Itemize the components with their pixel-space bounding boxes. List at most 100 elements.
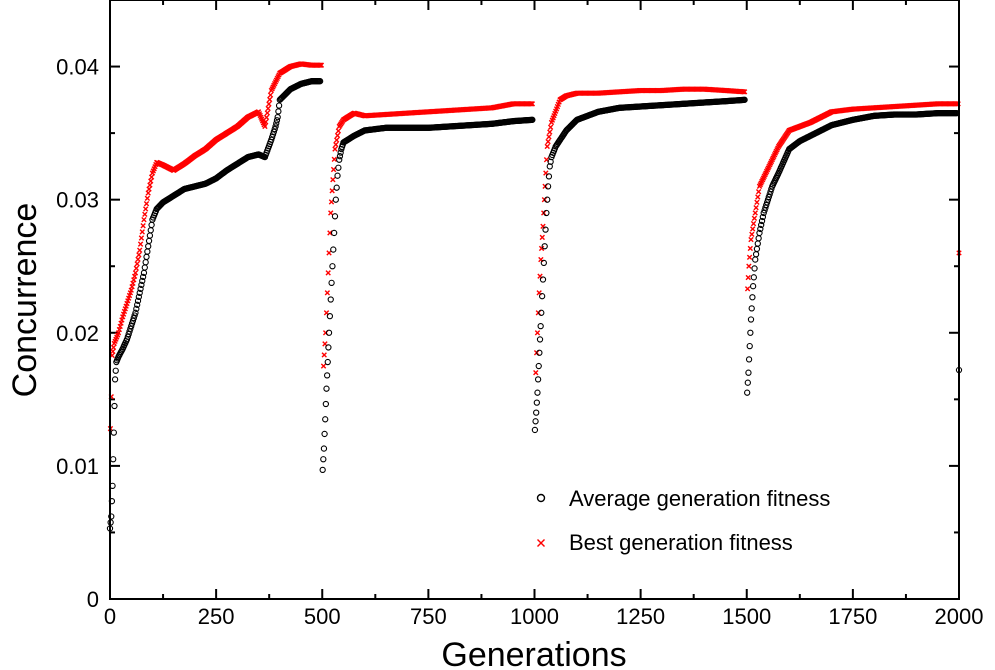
average-point <box>762 204 769 211</box>
legend-x-marker <box>537 539 545 547</box>
best-point <box>751 215 758 221</box>
average-point <box>322 400 330 408</box>
average-point <box>333 184 340 191</box>
best-point <box>320 363 327 369</box>
average-point <box>759 213 767 221</box>
best-point <box>331 156 337 162</box>
best-point <box>333 141 339 148</box>
best-point <box>266 101 272 107</box>
average-point <box>111 402 118 410</box>
average-point <box>336 153 344 160</box>
best-point <box>754 199 760 206</box>
average-point <box>766 191 773 198</box>
best-point <box>755 188 762 195</box>
x-tick-label: 0 <box>104 604 116 629</box>
x-tick-label: 1750 <box>828 604 877 629</box>
x-tick-label: 1000 <box>510 604 559 629</box>
average-point <box>327 296 334 303</box>
x-tick-label: 1500 <box>722 604 771 629</box>
best-point <box>325 270 331 276</box>
average-point <box>761 207 768 214</box>
best-point <box>746 254 753 261</box>
best-point <box>262 123 268 130</box>
legend: Average generation fitness Best generati… <box>536 486 830 555</box>
average-point <box>128 322 135 330</box>
average-point <box>145 237 153 245</box>
average-point <box>134 297 142 304</box>
best-point <box>544 143 550 150</box>
best-point <box>533 370 539 376</box>
ticks-layer <box>109 0 960 600</box>
average-point <box>111 376 119 383</box>
x-axis-title: Generations <box>441 636 626 670</box>
best-point <box>146 186 152 192</box>
average-point <box>129 317 137 324</box>
average-point <box>326 312 334 320</box>
best-point <box>138 235 145 241</box>
best-point <box>538 245 545 252</box>
average-point <box>751 265 758 272</box>
average-point <box>336 156 343 163</box>
best-point <box>110 344 117 351</box>
average-point <box>754 240 761 247</box>
average-point <box>137 285 144 293</box>
average-point <box>323 372 331 379</box>
average-point <box>534 376 542 383</box>
average-point <box>533 399 540 406</box>
average-point <box>533 409 540 416</box>
best-point <box>547 129 553 135</box>
best-point <box>333 137 340 143</box>
best-point <box>741 89 748 95</box>
best-point <box>332 146 338 152</box>
average-point <box>535 362 542 370</box>
best-point <box>330 166 337 173</box>
best-point <box>145 190 151 196</box>
average-point <box>529 116 536 123</box>
average-point <box>537 322 544 330</box>
average-point <box>138 281 145 289</box>
average-point <box>142 259 149 266</box>
average-point <box>542 226 549 233</box>
x-tick-label: 750 <box>410 604 447 629</box>
best-point <box>744 286 751 292</box>
average-point <box>337 149 344 156</box>
average-point <box>133 305 140 312</box>
average-point <box>322 416 329 423</box>
best-point <box>330 177 336 183</box>
average-point <box>746 342 753 350</box>
best-point <box>745 274 751 281</box>
average-point <box>269 133 276 141</box>
average-point <box>329 263 336 270</box>
best-point <box>263 119 269 125</box>
best-point <box>749 226 756 232</box>
average-point <box>541 243 548 250</box>
average-point <box>325 329 333 336</box>
best-point <box>534 330 541 336</box>
best-point <box>110 348 116 355</box>
average-point <box>765 193 772 201</box>
best-point <box>133 265 140 272</box>
average-point <box>321 430 328 438</box>
y-axis-title: Concurrence <box>6 203 44 398</box>
best-point <box>324 290 331 296</box>
average-point <box>747 329 754 336</box>
average-point <box>330 229 338 237</box>
average-point <box>760 209 767 217</box>
average-point <box>334 172 341 179</box>
average-point <box>123 336 131 343</box>
average-point <box>763 201 770 209</box>
best-point <box>137 247 143 253</box>
y-tick-label: 0.01 <box>56 454 99 479</box>
best-point <box>546 134 552 140</box>
average-point <box>148 221 155 229</box>
best-point <box>329 188 335 194</box>
legend-marker-best <box>537 539 545 547</box>
best-point <box>547 124 554 130</box>
x-tick-label: 1250 <box>616 604 665 629</box>
best-point <box>147 182 153 188</box>
average-point <box>125 330 132 338</box>
best-point <box>144 195 151 202</box>
average-point <box>131 312 138 319</box>
average-point <box>744 379 751 386</box>
